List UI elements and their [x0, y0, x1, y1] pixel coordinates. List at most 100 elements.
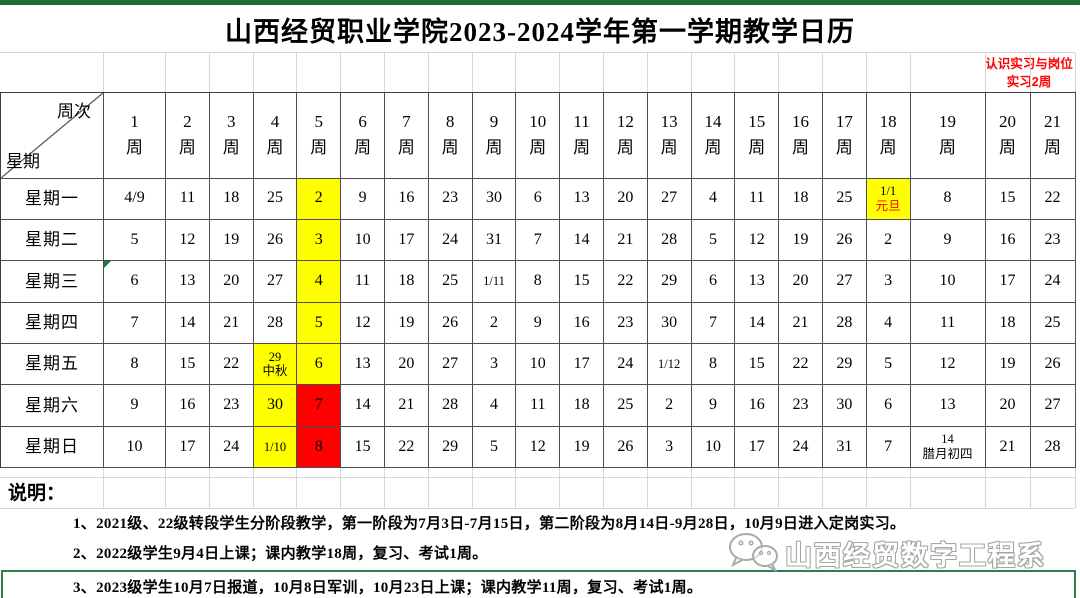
calendar-cell[interactable]: 23	[603, 302, 648, 344]
calendar-cell[interactable]: 25	[1030, 302, 1076, 344]
week-header-cell[interactable]: 13 周	[647, 93, 692, 179]
day-label-cell[interactable]: 星期三	[1, 261, 104, 303]
calendar-cell[interactable]: 13	[560, 178, 604, 220]
week-header-cell[interactable]: 12 周	[603, 93, 648, 179]
calendar-cell[interactable]: 2	[866, 219, 911, 262]
calendar-cell[interactable]: 21	[603, 219, 648, 262]
calendar-cell[interactable]: 20	[209, 261, 254, 303]
calendar-cell[interactable]: 28	[253, 302, 298, 344]
calendar-cell[interactable]: 13	[341, 343, 385, 386]
calendar-cell[interactable]: 21	[384, 385, 429, 427]
calendar-cell[interactable]: 24	[209, 426, 254, 468]
calendar-cell[interactable]: 30	[472, 178, 517, 220]
calendar-cell[interactable]: 9	[691, 385, 736, 427]
calendar-cell[interactable]: 30	[822, 385, 867, 427]
calendar-cell[interactable]: 24	[779, 426, 823, 468]
calendar-cell[interactable]: 16	[166, 385, 210, 427]
calendar-cell[interactable]: 30	[647, 302, 692, 344]
calendar-cell[interactable]: 12	[735, 219, 780, 262]
calendar-cell[interactable]: 31	[822, 426, 867, 468]
corner-header-cell[interactable]: 周次 星期	[1, 93, 104, 179]
calendar-cell[interactable]: 21	[209, 302, 254, 344]
calendar-cell[interactable]: 12	[166, 219, 210, 262]
calendar-cell[interactable]: 1/12	[647, 343, 692, 386]
calendar-cell[interactable]: 22	[209, 343, 254, 386]
calendar-cell[interactable]: 23	[428, 178, 473, 220]
calendar-cell[interactable]: 6	[866, 385, 911, 427]
calendar-cell[interactable]: 11	[516, 385, 561, 427]
calendar-cell[interactable]: 3	[472, 343, 517, 386]
calendar-cell[interactable]: 8	[910, 178, 986, 220]
calendar-cell[interactable]: 23	[1030, 219, 1076, 262]
calendar-cell[interactable]: 20	[779, 261, 823, 303]
calendar-cell[interactable]: 24	[428, 219, 473, 262]
calendar-cell[interactable]: 21	[985, 426, 1031, 468]
calendar-cell[interactable]: 7	[104, 302, 166, 344]
calendar-cell[interactable]: 12	[910, 343, 986, 386]
calendar-cell[interactable]: 23	[209, 385, 254, 427]
calendar-cell[interactable]: 8	[297, 426, 342, 468]
calendar-cell[interactable]: 5	[691, 219, 736, 262]
calendar-cell[interactable]: 19	[985, 343, 1031, 386]
calendar-cell[interactable]: 27	[428, 343, 473, 386]
calendar-cell[interactable]: 12	[516, 426, 561, 468]
week-header-cell[interactable]: 10 周	[516, 93, 561, 179]
week-header-cell[interactable]: 14 周	[691, 93, 736, 179]
calendar-cell[interactable]: 20	[603, 178, 648, 220]
calendar-cell[interactable]: 9	[516, 302, 561, 344]
calendar-cell[interactable]: 17	[735, 426, 780, 468]
calendar-cell[interactable]: 27	[822, 261, 867, 303]
calendar-cell[interactable]: 16	[384, 178, 429, 220]
calendar-cell[interactable]: 18	[384, 261, 429, 303]
calendar-cell[interactable]: 6	[297, 343, 342, 386]
calendar-cell[interactable]: 15	[166, 343, 210, 386]
calendar-cell[interactable]: 11	[735, 178, 780, 220]
calendar-cell[interactable]: 5	[297, 302, 342, 344]
calendar-cell[interactable]: 20	[985, 385, 1031, 427]
calendar-cell[interactable]: 20	[384, 343, 429, 386]
calendar-cell[interactable]: 10	[910, 261, 986, 303]
calendar-cell[interactable]: 13	[910, 385, 986, 427]
calendar-cell[interactable]: 17	[985, 261, 1031, 303]
calendar-cell[interactable]: 25	[253, 178, 298, 220]
calendar-cell[interactable]: 11	[166, 178, 210, 220]
calendar-cell[interactable]: 27	[1030, 385, 1076, 427]
calendar-cell[interactable]: 25	[603, 385, 648, 427]
calendar-cell[interactable]: 13	[166, 261, 210, 303]
week-header-cell[interactable]: 11 周	[560, 93, 604, 179]
calendar-cell[interactable]: 28	[822, 302, 867, 344]
calendar-cell[interactable]: 18	[985, 302, 1031, 344]
calendar-cell[interactable]: 16	[560, 302, 604, 344]
calendar-cell[interactable]: 15	[985, 178, 1031, 220]
calendar-cell[interactable]: 19	[779, 219, 823, 262]
day-label-cell[interactable]: 星期四	[1, 302, 104, 344]
calendar-cell[interactable]: 17	[384, 219, 429, 262]
week-header-cell[interactable]: 21 周	[1030, 93, 1076, 179]
day-label-cell[interactable]: 星期二	[1, 219, 104, 262]
calendar-cell[interactable]: 7	[516, 219, 561, 262]
day-label-cell[interactable]: 星期一	[1, 178, 104, 220]
calendar-cell[interactable]: 14	[560, 219, 604, 262]
calendar-cell[interactable]: 11	[341, 261, 385, 303]
calendar-cell[interactable]: 17	[560, 343, 604, 386]
calendar-cell[interactable]: 28	[1030, 426, 1076, 468]
week-header-cell[interactable]: 19 周	[910, 93, 986, 179]
day-label-cell[interactable]: 星期日	[1, 426, 104, 468]
calendar-cell[interactable]: 27	[253, 261, 298, 303]
calendar-cell[interactable]: 15	[560, 261, 604, 303]
calendar-cell[interactable]: 18	[560, 385, 604, 427]
calendar-cell[interactable]: 3	[647, 426, 692, 468]
calendar-cell[interactable]: 26	[1030, 343, 1076, 386]
calendar-cell[interactable]: 9	[910, 219, 986, 262]
calendar-cell[interactable]: 21	[779, 302, 823, 344]
calendar-cell[interactable]: 17	[166, 426, 210, 468]
calendar-cell[interactable]: 10	[104, 426, 166, 468]
calendar-cell[interactable]: 4	[297, 261, 342, 303]
calendar-cell[interactable]: 10	[341, 219, 385, 262]
calendar-cell[interactable]: 14 腊月初四	[910, 426, 986, 468]
